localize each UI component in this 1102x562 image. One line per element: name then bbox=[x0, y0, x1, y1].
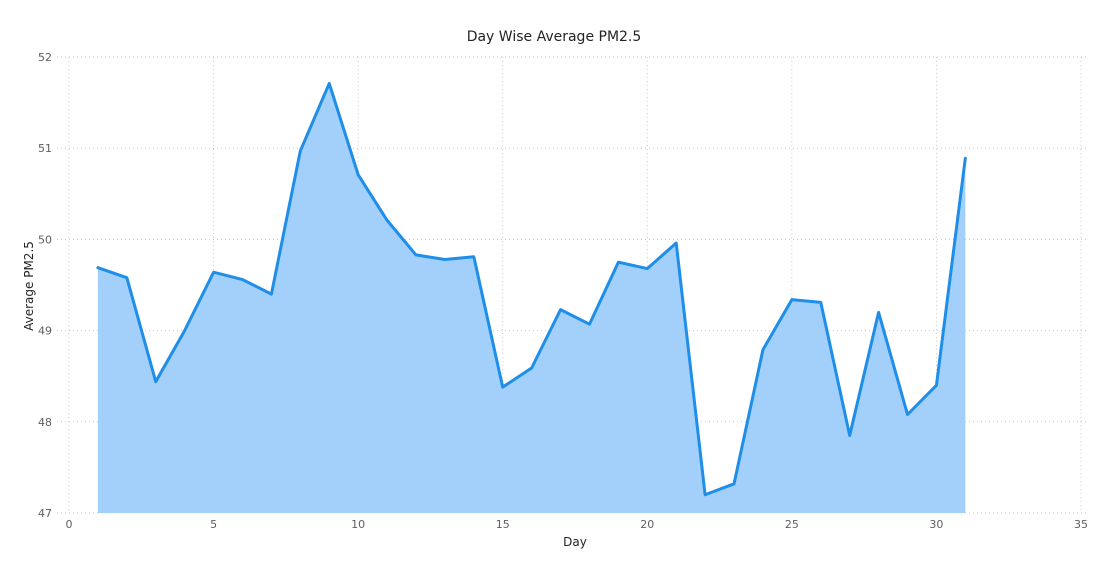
y-tick-label: 50 bbox=[38, 233, 52, 246]
chart-title: Day Wise Average PM2.5 bbox=[467, 29, 642, 45]
y-tick-label: 52 bbox=[38, 51, 52, 64]
y-tick-label: 47 bbox=[38, 507, 52, 520]
x-tick-label: 25 bbox=[785, 518, 799, 531]
x-tick-label: 15 bbox=[496, 518, 510, 531]
x-tick-label: 30 bbox=[929, 518, 943, 531]
x-tick-label: 35 bbox=[1074, 518, 1088, 531]
y-tick-label: 48 bbox=[38, 416, 52, 429]
y-tick-label: 49 bbox=[38, 325, 52, 338]
x-axis-ticks: 0 5 10 15 20 25 30 35 bbox=[66, 518, 1089, 531]
x-tick-label: 10 bbox=[351, 518, 365, 531]
x-tick-label: 20 bbox=[640, 518, 654, 531]
y-axis-ticks: 47 48 49 50 51 52 bbox=[38, 51, 52, 520]
x-axis-label: Day bbox=[563, 535, 587, 549]
x-tick-label: 0 bbox=[66, 518, 73, 531]
series-line bbox=[96, 81, 967, 497]
area-fill bbox=[97, 83, 966, 513]
y-axis-label: Average PM2.5 bbox=[22, 241, 36, 331]
x-tick-label: 5 bbox=[210, 518, 217, 531]
y-tick-label: 51 bbox=[38, 142, 52, 155]
